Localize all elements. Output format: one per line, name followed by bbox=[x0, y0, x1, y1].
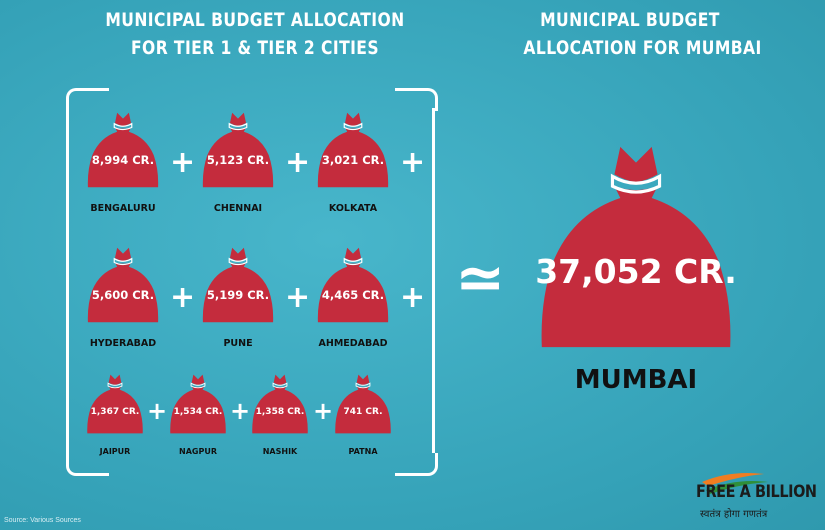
city-bag-nashik: 1,358 CR. NASHIK bbox=[250, 370, 310, 456]
money-bag-shape bbox=[87, 112, 159, 188]
money-bag-tie bbox=[113, 122, 133, 131]
money-bag-icon bbox=[87, 247, 159, 323]
money-bag-icon bbox=[541, 146, 731, 348]
bag-amount: 5,123 CR. bbox=[206, 153, 270, 168]
bag-amount: 5,199 CR. bbox=[206, 288, 270, 303]
money-bag-icon bbox=[335, 374, 391, 434]
money-bag-shape bbox=[252, 374, 308, 434]
city-label: PUNE bbox=[223, 338, 253, 349]
money-bag-tie bbox=[343, 122, 363, 131]
money-bag-icon bbox=[170, 374, 226, 434]
city-label: BENGALURU bbox=[90, 203, 156, 214]
money-bag-icon bbox=[317, 112, 389, 188]
money-bag-shape bbox=[170, 374, 226, 434]
bracket-corner-bottom-left bbox=[66, 453, 109, 476]
bag-amount: 741 CR. bbox=[343, 406, 383, 417]
money-bag-shape bbox=[335, 374, 391, 434]
logo-saffron-swoosh bbox=[702, 473, 764, 486]
money-bag-tie bbox=[272, 382, 288, 389]
money-bag-icon bbox=[252, 374, 308, 434]
bracket-side-right bbox=[432, 108, 435, 453]
city-bag-chennai: 5,123 CR. CHENNAI bbox=[200, 107, 276, 214]
city-label: JAIPUR bbox=[99, 447, 131, 456]
logo-flag-swoosh-icon bbox=[702, 473, 768, 494]
free-a-billion-logo: FREE A BILLION स्वतंत्र होगा गणतंत्र bbox=[690, 468, 820, 526]
plus-sign: + bbox=[313, 397, 334, 425]
logo-text: FREE A BILLION bbox=[696, 482, 817, 502]
source-note: Source: Various Sources bbox=[4, 517, 81, 524]
money-bag-icon bbox=[87, 112, 159, 188]
city-bag-nagpur: 1,534 CR. NAGPUR bbox=[168, 370, 228, 456]
money-bag-tie bbox=[228, 257, 248, 266]
money-bag-shape bbox=[87, 247, 159, 323]
heading-tier-cities: MUNICIPAL BUDGET ALLOCATION FOR TIER 1 &… bbox=[79, 6, 432, 62]
city-label: CHENNAI bbox=[213, 203, 263, 214]
plus-sign: + bbox=[400, 280, 426, 315]
bag-amount: 1,358 CR. bbox=[255, 406, 305, 417]
heading-left-line-1: MUNICIPAL BUDGET ALLOCATION bbox=[105, 9, 405, 31]
bag-amount: 8,994 CR. bbox=[91, 153, 155, 168]
money-bag-tie bbox=[190, 382, 206, 389]
city-bag-jaipur: 1,367 CR. JAIPUR bbox=[85, 370, 145, 456]
money-bag-tie bbox=[343, 257, 363, 266]
money-bag-tie bbox=[113, 257, 133, 266]
money-bag-tie bbox=[107, 382, 123, 389]
money-bag-tie bbox=[355, 382, 371, 389]
city-label: NAGPUR bbox=[179, 447, 217, 456]
city-bag-kolkata: 3,021 CR. KOLKATA bbox=[315, 107, 391, 214]
city-label: HYDERABAD bbox=[89, 338, 157, 349]
city-label: NASHIK bbox=[262, 447, 298, 456]
city-bag-hyderabad: 5,600 CR. HYDERABAD bbox=[85, 242, 161, 349]
city-bag-pune: 5,199 CR. PUNE bbox=[200, 242, 276, 349]
money-bag-icon bbox=[202, 112, 274, 188]
money-bag-icon bbox=[317, 247, 389, 323]
money-bag-shape bbox=[541, 146, 731, 348]
money-bag-shape bbox=[317, 112, 389, 188]
bracket-corner-top-left bbox=[66, 88, 109, 111]
heading-mumbai: MUNICIPAL BUDGET ALLOCATION FOR MUMBAI bbox=[523, 6, 762, 62]
money-bag-shape bbox=[317, 247, 389, 323]
city-bag-bengaluru: 8,994 CR. BENGALURU bbox=[85, 107, 161, 214]
city-label: PATNA bbox=[348, 447, 378, 456]
money-bag-tie bbox=[610, 173, 662, 194]
money-bag-tie bbox=[228, 122, 248, 131]
heading-left-line-2: FOR TIER 1 & TIER 2 CITIES bbox=[130, 37, 379, 59]
logo-tagline: स्वतंत्र होगा गणतंत्र bbox=[700, 509, 768, 520]
plus-sign: + bbox=[400, 145, 426, 180]
money-bag-icon bbox=[87, 374, 143, 434]
bracket-side-left bbox=[66, 108, 69, 453]
plus-sign: + bbox=[285, 280, 311, 315]
money-bag-icon bbox=[202, 247, 274, 323]
mumbai-bag: 37,052 CR. MUMBAI bbox=[525, 143, 747, 395]
city-label: AHMEDABAD bbox=[318, 338, 388, 349]
city-bag-ahmedabad: 4,465 CR. AHMEDABAD bbox=[315, 242, 391, 349]
money-bag-shape bbox=[202, 112, 274, 188]
logo-green-swoosh bbox=[706, 481, 768, 494]
heading-right-line-1: MUNICIPAL BUDGET bbox=[540, 9, 720, 31]
plus-sign: + bbox=[170, 280, 196, 315]
plus-sign: + bbox=[170, 145, 196, 180]
bag-amount: 1,534 CR. bbox=[173, 406, 223, 417]
city-label: KOLKATA bbox=[328, 203, 378, 214]
bag-amount: 3,021 CR. bbox=[321, 153, 385, 168]
heading-right-line-2: ALLOCATION FOR MUMBAI bbox=[523, 37, 762, 59]
bag-amount: 1,367 CR. bbox=[90, 406, 140, 417]
bag-amount: 5,600 CR. bbox=[91, 288, 155, 303]
plus-sign: + bbox=[147, 397, 168, 425]
bag-amount: 37,052 CR. bbox=[535, 252, 737, 292]
plus-sign: + bbox=[230, 397, 251, 425]
plus-sign: + bbox=[285, 145, 311, 180]
money-bag-shape bbox=[87, 374, 143, 434]
bag-amount: 4,465 CR. bbox=[321, 288, 385, 303]
city-label: MUMBAI bbox=[574, 365, 698, 395]
city-bag-patna: 741 CR. PATNA bbox=[333, 370, 393, 456]
bracket-corner-bottom-right bbox=[395, 453, 438, 476]
money-bag-shape bbox=[202, 247, 274, 323]
bracket-corner-top-right bbox=[395, 88, 438, 111]
approximately-equal-sign: ≃ bbox=[455, 243, 506, 313]
